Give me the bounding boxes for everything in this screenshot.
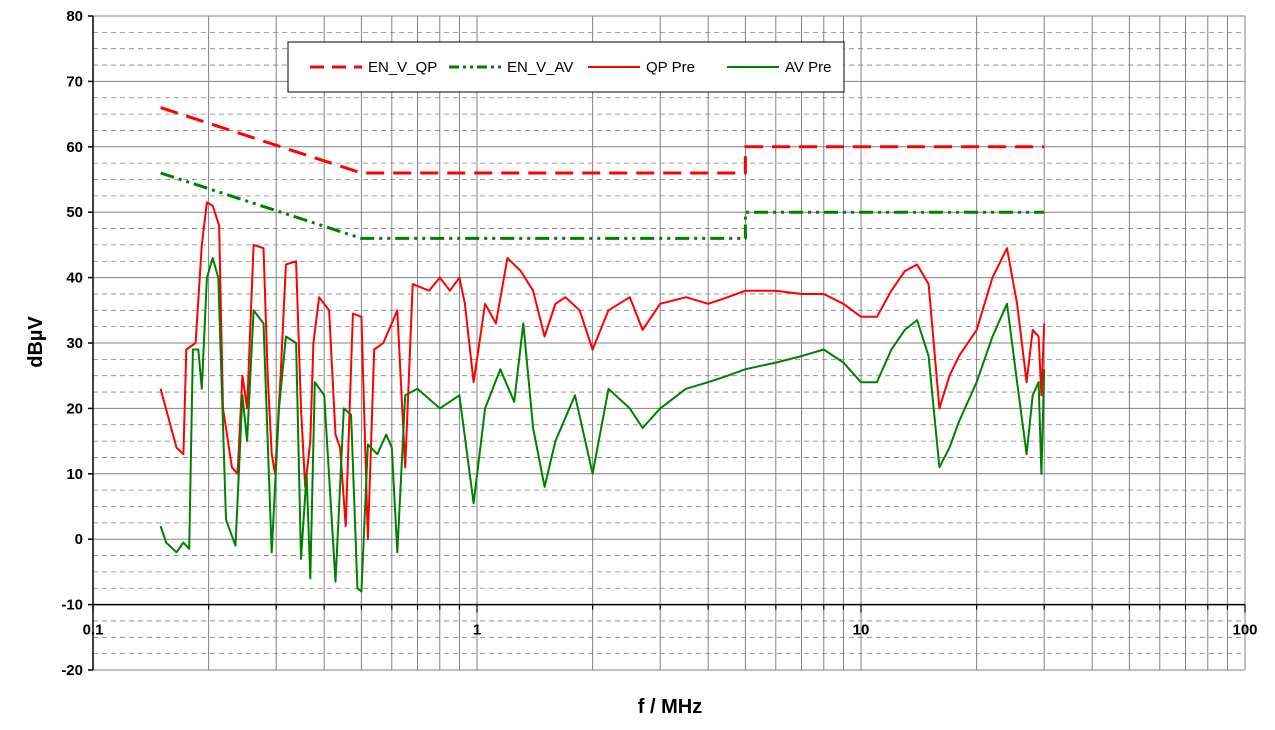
y-tick-label: 20 (66, 400, 83, 417)
y-tick-label: 30 (66, 335, 83, 352)
y-tick-label: 50 (66, 204, 83, 221)
x-tick-label: 1 (473, 622, 481, 639)
series-line-en-v-qp (160, 106, 1045, 175)
y-tick-label: 60 (66, 139, 83, 156)
legend-label-qp-pre: QP Pre (646, 59, 695, 76)
y-tick-label: 10 (66, 466, 83, 483)
legend-label-av-pre: AV Pre (785, 59, 831, 76)
legend-label-en-v-av: EN_V_AV (507, 59, 573, 76)
y-tick-label: 0 (75, 531, 83, 548)
legend-label-en-v-qp: EN_V_QP (368, 59, 437, 76)
grid (92, 15, 1246, 671)
series-line-av-pre (159, 257, 1046, 593)
x-tick-label: 100 (1232, 622, 1257, 639)
y-tick-label: -10 (61, 597, 83, 614)
x-tick-label: 0.1 (83, 622, 104, 639)
y-axis-title: dBµV (25, 316, 47, 368)
series-line-qp-pre (159, 201, 1046, 541)
y-tick-label: 40 (66, 270, 83, 287)
series (159, 106, 1046, 593)
y-tick-label: 70 (66, 73, 83, 90)
x-axis-title: f / MHz (638, 696, 702, 718)
y-tick-label: -20 (61, 662, 83, 679)
y-tick-label: 80 (66, 8, 83, 25)
series-line-en-v-av (160, 171, 1045, 240)
legend: EN_V_QP EN_V_AV QP Pre AV Pre (287, 41, 845, 93)
x-tick-label: 10 (853, 622, 870, 639)
axis-labels: f / MHz dBµV (25, 316, 702, 718)
